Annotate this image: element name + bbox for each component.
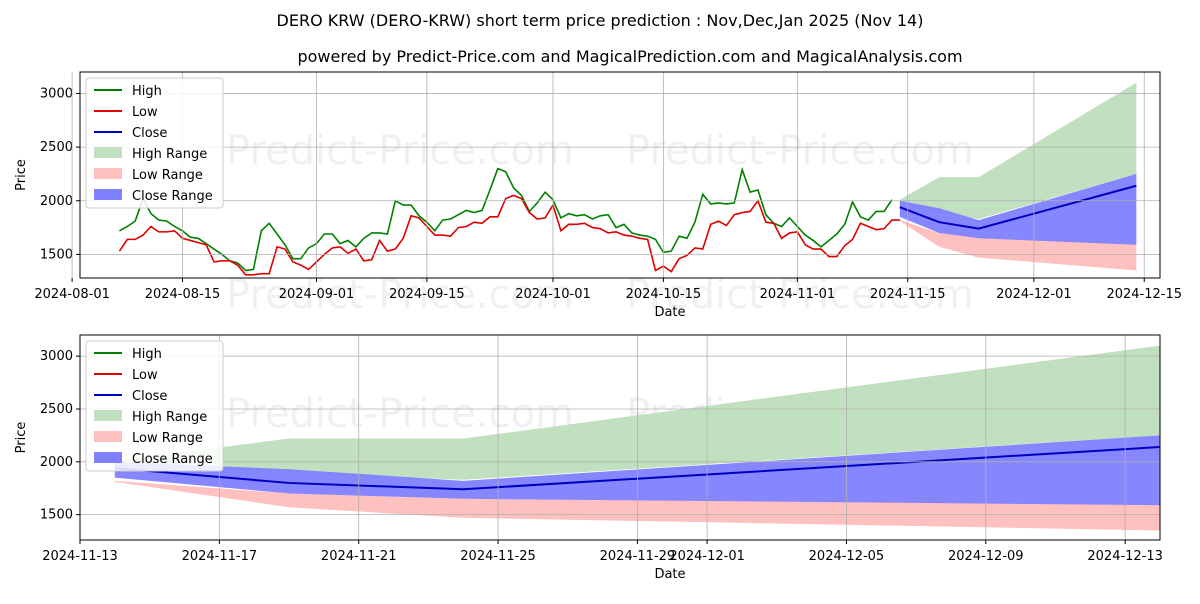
legend-label: Close Range xyxy=(132,189,213,204)
watermark-text: Predict-Price.com xyxy=(626,128,974,174)
x-tick-label: 2024-11-15 xyxy=(870,287,946,302)
legend-label: Close Range xyxy=(132,452,213,467)
y-axis-label: Price xyxy=(14,159,29,191)
x-tick-label: 2024-08-15 xyxy=(145,287,221,302)
legend: High Low Close High Range Low Range Close Ran… xyxy=(85,340,224,472)
y-tick-label: 3000 xyxy=(40,86,73,101)
legend-swatch xyxy=(94,410,122,421)
bottom-panel: Predict-Price.comPredict-Price.com150020… xyxy=(14,334,1163,582)
chart-subtitle: powered by Predict-Price.com and Magical… xyxy=(297,47,962,66)
legend-swatch xyxy=(94,168,122,179)
x-tick-label: 2024-11-17 xyxy=(182,549,258,564)
watermark-text: Predict-Price.com xyxy=(226,128,574,174)
x-tick-label: 2024-12-01 xyxy=(996,287,1072,302)
close-forecast-line xyxy=(114,446,1161,491)
x-tick-label: 2024-12-13 xyxy=(1087,549,1163,564)
x-tick-label: 2024-12-05 xyxy=(809,549,885,564)
legend-label: Close xyxy=(132,389,167,404)
legend-swatch xyxy=(94,431,122,442)
x-axis-label: Date xyxy=(654,305,685,320)
legend-label: High xyxy=(132,347,162,362)
y-tick-label: 2000 xyxy=(40,194,73,209)
x-tick-label: 2024-12-09 xyxy=(948,549,1024,564)
y-tick-label: 2000 xyxy=(40,455,73,470)
high-range-band xyxy=(114,345,1160,480)
x-tick-label: 2024-12-01 xyxy=(669,549,745,564)
close-forecast-line xyxy=(899,184,1137,230)
low-range-band xyxy=(899,220,1137,271)
legend: High Low Close High Range Low Range Close Ran… xyxy=(85,77,224,209)
y-tick-label: 3000 xyxy=(40,349,73,364)
y-tick-label: 1500 xyxy=(40,508,73,523)
x-tick-label: 2024-08-01 xyxy=(34,287,110,302)
legend-label: Close xyxy=(132,126,167,141)
watermark-text: Predict-Price.com xyxy=(626,272,974,318)
low-history-line xyxy=(118,194,900,276)
y-tick-label: 2500 xyxy=(40,140,73,155)
legend-label: High xyxy=(132,84,162,99)
y-tick-label: 1500 xyxy=(40,247,73,262)
legend-label: Low Range xyxy=(132,431,203,446)
x-tick-label: 2024-12-15 xyxy=(1106,287,1182,302)
legend-label: Low xyxy=(132,368,158,383)
close-range-band xyxy=(899,173,1137,245)
x-tick-label: 2024-09-01 xyxy=(279,287,355,302)
y-axis-label: Price xyxy=(14,422,29,454)
legend-label: Low Range xyxy=(132,168,203,183)
chart-title: DERO KRW (DERO-KRW) short term price pre… xyxy=(277,11,924,30)
x-tick-label: 2024-10-15 xyxy=(626,287,702,302)
plot-frame xyxy=(79,334,1161,541)
high-history-line xyxy=(119,166,893,272)
legend-label: Low xyxy=(132,105,158,120)
x-axis-label: Date xyxy=(654,567,685,582)
x-tick-label: 2024-11-01 xyxy=(760,287,836,302)
watermark-text: Predict-Price.com xyxy=(226,272,574,318)
x-tick-label: 2024-11-21 xyxy=(321,549,397,564)
legend-swatch xyxy=(94,452,122,463)
x-tick-label: 2024-11-13 xyxy=(42,549,118,564)
x-tick-label: 2024-10-01 xyxy=(515,287,591,302)
y-tick-label: 2500 xyxy=(40,402,73,417)
plot-frame xyxy=(79,71,1161,279)
legend-label: High Range xyxy=(132,410,207,425)
legend-swatch xyxy=(94,147,122,158)
x-tick-label: 2024-11-25 xyxy=(460,549,536,564)
top-panel: Predict-Price.com Predict-Price.com Predic… xyxy=(14,71,1182,320)
x-tick-label: 2024-09-15 xyxy=(389,287,465,302)
x-tick-label: 2024-11-29 xyxy=(600,549,676,564)
legend-label: High Range xyxy=(132,147,207,162)
high-range-band xyxy=(899,82,1137,219)
watermark-text: Predict-Price.com xyxy=(226,391,574,437)
legend-swatch xyxy=(94,189,122,200)
